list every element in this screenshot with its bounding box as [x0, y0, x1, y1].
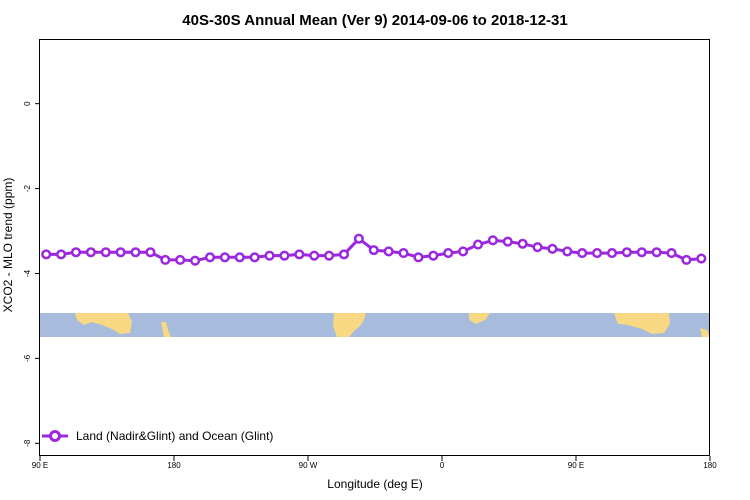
- data-point: [606, 248, 618, 259]
- plot-frame: [39, 39, 710, 456]
- chart-title: 40S-30S Annual Mean (Ver 9) 2014-09-06 t…: [182, 12, 567, 29]
- data-point: [443, 248, 454, 259]
- y-axis-label: XCO2 - MLO trend (ppm): [1, 178, 15, 313]
- x-tick-label: 0: [440, 461, 445, 470]
- data-point: [130, 247, 141, 258]
- y-tick-label: -4: [23, 269, 32, 277]
- data-point: [294, 249, 305, 260]
- landmass: [700, 328, 710, 337]
- x-tick-label: 90 E: [568, 461, 584, 470]
- data-point: [368, 245, 379, 256]
- map-band: [40, 313, 710, 337]
- x-axis-label: Longitude (deg E): [327, 477, 422, 491]
- landmass: [469, 313, 490, 324]
- data-point: [41, 249, 52, 260]
- landmass: [614, 313, 670, 334]
- legend-label: Land (Nadir&Glint) and Ocean (Glint): [76, 429, 273, 443]
- data-point: [547, 243, 558, 254]
- x-tick-label: 180: [167, 461, 181, 470]
- landmass: [161, 322, 171, 337]
- legend: Land (Nadir&Glint) and Ocean (Glint): [42, 429, 273, 443]
- data-point: [562, 246, 573, 257]
- data-point: [175, 254, 186, 265]
- data-point: [428, 250, 439, 261]
- data-point: [413, 252, 424, 263]
- y-tick-label: -6: [23, 354, 32, 362]
- data-point: [487, 235, 498, 246]
- data-point: [85, 247, 96, 258]
- landmass: [75, 313, 132, 334]
- data-point: [249, 252, 260, 263]
- data-point: [56, 249, 67, 260]
- data-point: [234, 252, 245, 263]
- legend-marker: [49, 430, 61, 442]
- data-point: [592, 248, 603, 259]
- y-tick-label: -2: [23, 184, 32, 192]
- series-layer: [41, 233, 707, 266]
- data-point: [532, 242, 543, 253]
- x-tick-label: 180: [703, 461, 717, 470]
- data-point: [577, 248, 588, 259]
- x-axis: 90 E 180 90 W 0 90 E 180: [32, 456, 717, 470]
- data-point: [636, 247, 647, 258]
- data-point: [696, 253, 707, 264]
- data-point: [353, 233, 364, 244]
- y-axis: 0 -2 -4 -6 -8: [23, 101, 40, 447]
- data-point: [398, 248, 409, 259]
- data-point: [621, 247, 632, 258]
- data-point: [264, 250, 275, 261]
- data-point: [279, 250, 290, 261]
- data-point: [517, 238, 528, 249]
- data-point: [115, 247, 126, 258]
- x-tick-label: 90 W: [299, 461, 318, 470]
- data-point: [681, 254, 692, 265]
- data-point: [502, 236, 513, 247]
- data-point: [70, 247, 82, 258]
- landmass: [333, 313, 366, 337]
- data-point: [324, 250, 335, 261]
- data-point: [190, 255, 201, 266]
- data-point: [204, 252, 216, 263]
- data-point: [160, 254, 171, 265]
- data-point: [100, 247, 111, 258]
- data-point: [651, 247, 662, 258]
- data-point: [338, 249, 350, 260]
- data-point: [458, 246, 469, 257]
- y-tick-label: -8: [23, 439, 32, 447]
- x-tick-label: 90 E: [32, 461, 48, 470]
- data-point: [309, 250, 320, 261]
- y-tick-label: 0: [23, 101, 32, 106]
- ocean-band: [40, 313, 710, 337]
- data-point: [145, 247, 156, 258]
- data-point: [219, 252, 230, 263]
- data-point: [472, 239, 484, 250]
- data-point: [383, 246, 394, 257]
- data-point: [666, 248, 677, 259]
